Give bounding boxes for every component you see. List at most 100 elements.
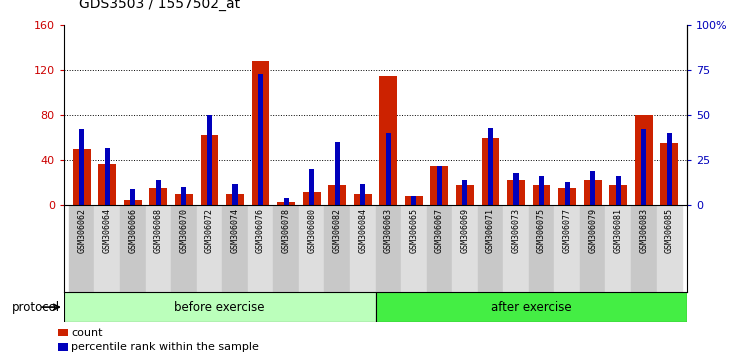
Bar: [175, 194, 193, 205]
Bar: [201, 135, 219, 205]
Bar: [120, 205, 146, 292]
Bar: [539, 176, 544, 205]
Bar: [507, 181, 525, 205]
Bar: [529, 205, 554, 292]
Text: GSM306062: GSM306062: [77, 208, 86, 253]
Bar: [580, 205, 605, 292]
Text: GSM306066: GSM306066: [128, 208, 137, 253]
Bar: [69, 205, 95, 292]
Text: GSM306063: GSM306063: [384, 208, 393, 253]
Text: GSM306083: GSM306083: [639, 208, 648, 253]
Bar: [171, 205, 197, 292]
Bar: [197, 205, 222, 292]
Bar: [430, 166, 448, 205]
Bar: [146, 205, 171, 292]
Bar: [222, 205, 248, 292]
Bar: [379, 75, 397, 205]
Bar: [386, 133, 391, 205]
Bar: [478, 205, 503, 292]
Bar: [181, 187, 186, 205]
Text: GSM306081: GSM306081: [614, 208, 623, 253]
Bar: [532, 185, 550, 205]
Text: GSM306079: GSM306079: [588, 208, 597, 253]
Bar: [233, 184, 237, 205]
Text: GSM306077: GSM306077: [562, 208, 572, 253]
Bar: [59, 329, 68, 336]
Text: GSM306084: GSM306084: [358, 208, 367, 253]
Bar: [303, 192, 321, 205]
Bar: [104, 148, 110, 205]
Bar: [631, 205, 656, 292]
Bar: [635, 115, 653, 205]
Bar: [452, 205, 478, 292]
Bar: [437, 166, 442, 205]
Text: GSM306076: GSM306076: [256, 208, 265, 253]
Bar: [641, 130, 647, 205]
Text: GSM306067: GSM306067: [435, 208, 444, 253]
Text: count: count: [71, 328, 103, 338]
Bar: [309, 169, 314, 205]
Bar: [488, 128, 493, 205]
Text: GSM306080: GSM306080: [307, 208, 316, 253]
Text: before exercise: before exercise: [174, 301, 265, 314]
Bar: [360, 184, 365, 205]
Bar: [616, 176, 621, 205]
Text: after exercise: after exercise: [491, 301, 572, 314]
Text: GSM306074: GSM306074: [231, 208, 240, 253]
Text: GSM306065: GSM306065: [409, 208, 418, 253]
Bar: [273, 205, 299, 292]
Bar: [656, 205, 682, 292]
Text: GSM306082: GSM306082: [333, 208, 342, 253]
Bar: [124, 200, 142, 205]
Text: GSM306073: GSM306073: [511, 208, 520, 253]
Bar: [284, 198, 288, 205]
Bar: [155, 180, 161, 205]
Bar: [427, 205, 452, 292]
Bar: [73, 149, 91, 205]
Bar: [463, 180, 467, 205]
Text: GSM306070: GSM306070: [179, 208, 189, 253]
Bar: [660, 143, 678, 205]
Bar: [59, 343, 68, 351]
Text: percentile rank within the sample: percentile rank within the sample: [71, 342, 259, 352]
Bar: [565, 182, 570, 205]
Bar: [252, 61, 270, 205]
Bar: [481, 138, 499, 205]
Bar: [277, 202, 295, 205]
Bar: [130, 189, 135, 205]
Bar: [95, 205, 120, 292]
Bar: [590, 171, 596, 205]
Bar: [149, 188, 167, 205]
Text: protocol: protocol: [12, 301, 60, 314]
Bar: [667, 133, 672, 205]
Bar: [503, 205, 529, 292]
Bar: [350, 205, 376, 292]
Bar: [64, 292, 376, 322]
Bar: [248, 205, 273, 292]
Text: GDS3503 / 1557502_at: GDS3503 / 1557502_at: [79, 0, 240, 11]
Bar: [605, 205, 631, 292]
Text: GSM306068: GSM306068: [154, 208, 163, 253]
Bar: [258, 74, 263, 205]
Bar: [299, 205, 324, 292]
Bar: [554, 205, 580, 292]
Bar: [456, 185, 474, 205]
Bar: [328, 185, 346, 205]
Bar: [376, 292, 687, 322]
Bar: [405, 196, 423, 205]
Text: GSM306071: GSM306071: [486, 208, 495, 253]
Bar: [514, 173, 518, 205]
Bar: [324, 205, 350, 292]
Text: GSM306072: GSM306072: [205, 208, 214, 253]
Text: GSM306085: GSM306085: [665, 208, 674, 253]
Bar: [376, 205, 401, 292]
Text: GSM306064: GSM306064: [103, 208, 112, 253]
Bar: [207, 115, 212, 205]
Bar: [354, 194, 372, 205]
Text: GSM306069: GSM306069: [460, 208, 469, 253]
Bar: [584, 181, 602, 205]
Bar: [412, 196, 416, 205]
Text: GSM306075: GSM306075: [537, 208, 546, 253]
Bar: [98, 164, 116, 205]
Bar: [79, 130, 84, 205]
